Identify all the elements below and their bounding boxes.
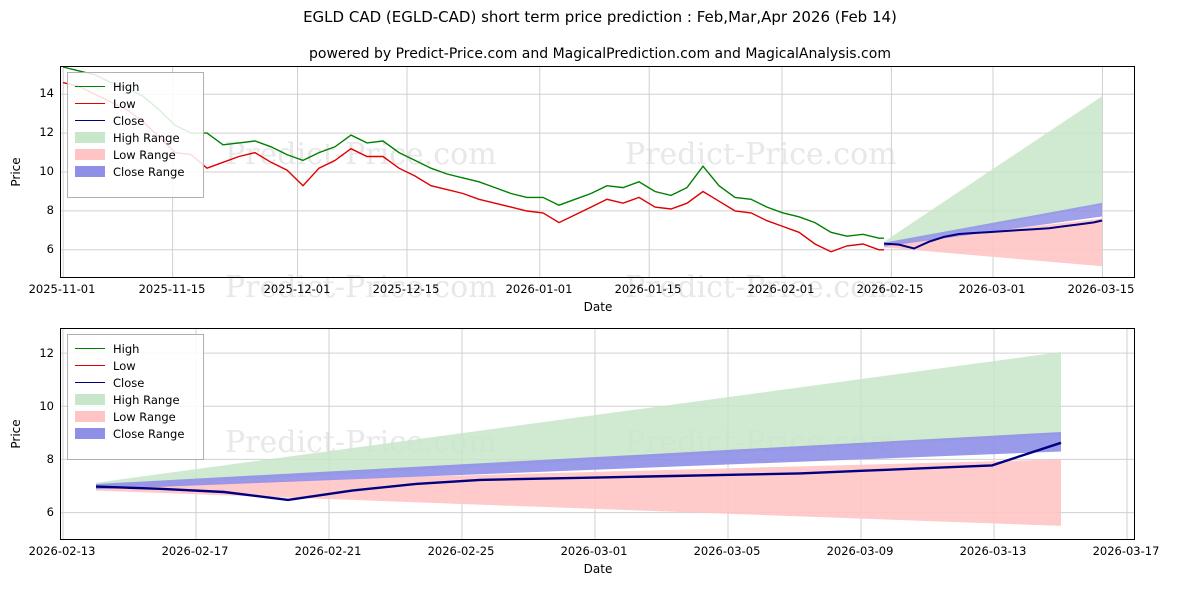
top-ytick-12: 12 (39, 125, 54, 139)
top-chart-panel: Predict-Price.com Predict-Price.com Pred… (0, 60, 1200, 314)
bottom-xtick-4: 2026-03-01 (560, 544, 628, 558)
legend-swatch-close-range (75, 166, 105, 177)
legend-label-low-2: Low (113, 358, 136, 373)
top-ytick-10: 10 (39, 164, 54, 178)
legend-label-high: High (113, 79, 140, 94)
page-subtitle: powered by Predict-Price.com and Magical… (309, 46, 891, 62)
top-high-range-band (884, 96, 1102, 246)
legend-swatch-close (75, 115, 105, 126)
top-xtick-2: 2025-12-01 (263, 282, 331, 296)
legend-swatch-low-2 (75, 360, 105, 371)
legend-label-close: Close (113, 113, 145, 128)
top-xtick-3: 2025-12-15 (372, 282, 440, 296)
top-plot-area (60, 66, 1135, 278)
top-xtick-1: 2025-11-15 (138, 282, 206, 296)
legend-swatch-high-2 (75, 343, 105, 354)
top-xtick-6: 2026-02-01 (747, 282, 815, 296)
bottom-xtick-5: 2026-03-05 (693, 544, 761, 558)
top-ytick-14: 14 (39, 86, 54, 100)
legend-swatch-close-range-2 (75, 428, 105, 439)
top-gridlines (61, 67, 1134, 277)
bottom-ytick-8: 8 (46, 452, 54, 466)
legend-item-high-range: High Range (75, 129, 195, 146)
legend-item-close-2: Close (75, 374, 195, 391)
bottom-xtick-3: 2026-02-25 (427, 544, 495, 558)
top-low-range-band (884, 218, 1102, 267)
top-xtick-5: 2026-01-15 (614, 282, 682, 296)
bottom-xtick-7: 2026-03-13 (959, 544, 1027, 558)
legend-label-close-range-2: Close Range (113, 426, 185, 441)
top-ytick-8: 8 (46, 203, 54, 217)
bottom-xtick-6: 2026-03-09 (826, 544, 894, 558)
bottom-xtick-0: 2026-02-13 (28, 544, 96, 558)
top-xaxis-label: Date (583, 300, 613, 314)
legend-swatch-low-range (75, 149, 105, 160)
top-xtick-9: 2026-03-15 (1067, 282, 1135, 296)
legend-item-high-2: High (75, 340, 195, 357)
bottom-close-range-band (96, 432, 1061, 490)
bottom-plot-area (60, 328, 1135, 540)
bottom-high-range-band (96, 352, 1061, 488)
bottom-legend: High Low Close High Range Low Range Clos… (67, 334, 204, 460)
bottom-plot-svg (61, 329, 1134, 539)
bottom-ytick-10: 10 (39, 399, 54, 413)
bottom-ytick-12: 12 (39, 346, 54, 360)
legend-swatch-high (75, 81, 105, 92)
legend-item-high-range-2: High Range (75, 391, 195, 408)
bottom-xtick-8: 2026-03-17 (1092, 544, 1160, 558)
legend-item-close-range-2: Close Range (75, 425, 195, 442)
bottom-xtick-1: 2026-02-17 (161, 544, 229, 558)
legend-label-high-range: High Range (113, 130, 180, 145)
top-xtick-0: 2025-11-01 (28, 282, 96, 296)
legend-swatch-high-range-2 (75, 394, 105, 405)
legend-swatch-low (75, 98, 105, 109)
bottom-chart-panel: Predict-Price.com Predict-Price.com (0, 325, 1200, 600)
bottom-series-close (95, 441, 1062, 502)
legend-item-close: Close (75, 112, 195, 129)
legend-label-high-range-2: High Range (113, 392, 180, 407)
top-close-range-band-2 (884, 202, 1102, 247)
legend-label-low: Low (113, 96, 136, 111)
bottom-low-range-band (96, 459, 1061, 526)
top-xtick-8: 2026-03-01 (958, 282, 1026, 296)
page-title: EGLD CAD (EGLD-CAD) short term price pre… (303, 8, 897, 26)
legend-item-high: High (75, 78, 195, 95)
legend-label-low-range: Low Range (113, 147, 176, 162)
top-series-close (883, 219, 1103, 250)
top-plot-svg (61, 67, 1134, 277)
bottom-xtick-2: 2026-02-21 (294, 544, 362, 558)
legend-swatch-low-range-2 (75, 411, 105, 422)
top-yaxis-label: Price (9, 157, 23, 187)
legend-label-high-2: High (113, 341, 140, 356)
legend-item-low: Low (75, 95, 195, 112)
legend-label-close-2: Close (113, 375, 145, 390)
bottom-yaxis-label: Price (9, 419, 23, 449)
legend-label-low-range-2: Low Range (113, 409, 176, 424)
top-xtick-4: 2026-01-01 (505, 282, 573, 296)
legend-item-close-range: Close Range (75, 163, 195, 180)
top-xtick-7: 2026-02-15 (856, 282, 924, 296)
legend-swatch-high-range (75, 132, 105, 143)
legend-item-low-range: Low Range (75, 146, 195, 163)
bottom-xaxis-label: Date (583, 562, 613, 576)
legend-swatch-close-2 (75, 377, 105, 388)
legend-label-close-range: Close Range (113, 164, 185, 179)
top-legend: High Low Close High Range Low Range Clos… (67, 72, 204, 198)
top-ytick-6: 6 (46, 242, 54, 256)
bottom-ytick-6: 6 (46, 505, 54, 519)
legend-item-low-range-2: Low Range (75, 408, 195, 425)
legend-item-low-2: Low (75, 357, 195, 374)
